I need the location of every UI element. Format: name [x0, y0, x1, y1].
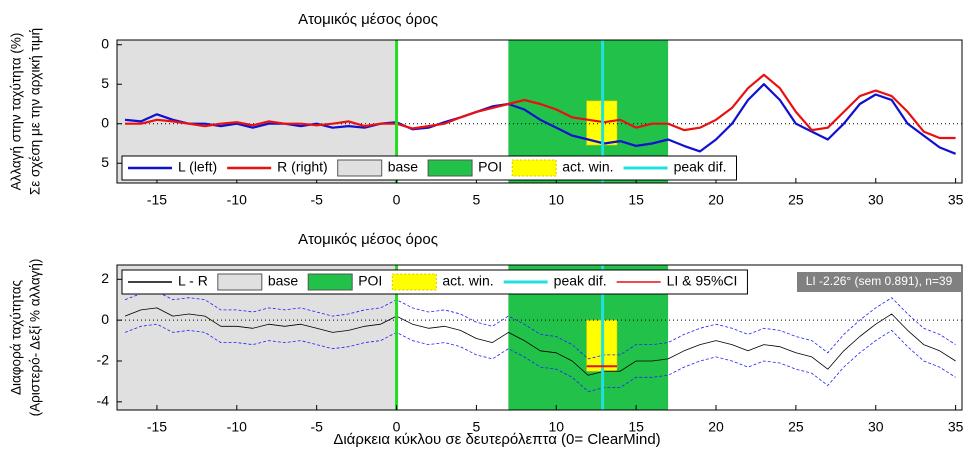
x-tick-label: 30 — [868, 192, 884, 208]
x-tick-label: 25 — [788, 192, 804, 208]
legend: L (left) R (right) base POI act. win. peak di… — [121, 155, 737, 181]
y-tick-label: -2 — [97, 352, 110, 368]
y-tick-label: 0 — [101, 114, 109, 130]
series-line — [124, 83, 957, 155]
y-tick-label: 5 — [101, 154, 109, 170]
chart-title: Ατομικός μέσος όρος — [298, 11, 438, 28]
x-tick-label: -15 — [147, 419, 167, 435]
legend-swatch — [511, 159, 557, 177]
x-tick-label: 20 — [708, 419, 724, 435]
chart-title: Ατομικός μέσος όρος — [298, 231, 438, 248]
y-axis-label: Αλλαγή στην ταχύτητα (%) — [9, 33, 24, 191]
x-tick-label: 10 — [548, 192, 564, 208]
legend-label: peak dif. — [674, 159, 727, 175]
x-tick-label: 35 — [948, 419, 964, 435]
x-tick-label: 5 — [473, 192, 481, 208]
x-tick-label: 15 — [628, 192, 644, 208]
legend-label: base — [268, 273, 299, 289]
legend-swatch — [391, 273, 437, 291]
legend-label: R (right) — [277, 159, 328, 175]
legend-label: LI & 95%CI — [667, 273, 738, 289]
plot-frame — [116, 264, 963, 411]
x-tick-label: 35 — [948, 192, 964, 208]
legend: L - R base POI act. win. peak dif. LI & 95%CI — [121, 269, 748, 295]
x-tick-label: 10 — [548, 419, 564, 435]
plot-frame — [116, 39, 963, 184]
annotation-box — [797, 272, 961, 292]
legend-label: act. win. — [442, 273, 493, 289]
y-tick-label: 5 — [101, 75, 109, 91]
legend-swatch — [217, 273, 263, 291]
legend-swatch — [427, 159, 473, 177]
y-axis-label: (Αριστερό- Δεξί % αλλαγή) — [28, 259, 43, 417]
legend-label: POI — [358, 273, 382, 289]
series-line — [125, 73, 956, 140]
legend-label: act. win. — [562, 159, 613, 175]
x-tick-label: -15 — [147, 192, 167, 208]
ci-lower — [124, 323, 956, 393]
legend-label: L - R — [178, 273, 208, 289]
x-tick-label: 30 — [868, 419, 884, 435]
y-tick-label: 2 — [101, 270, 109, 286]
ci-upper — [124, 291, 956, 360]
x-axis-label: Διάρκεια κύκλου σε δευτερόλεπτα (0= Clea… — [333, 431, 660, 448]
x-tick-label: 25 — [788, 419, 804, 435]
x-tick-label: 20 — [708, 192, 724, 208]
x-tick-label: 0 — [393, 419, 401, 435]
x-tick-label: 5 — [473, 419, 481, 435]
y-tick-label: 0 — [101, 35, 109, 51]
x-tick-label: -5 — [310, 419, 323, 435]
y-tick-label: 0 — [101, 311, 109, 327]
x-tick-label: 15 — [628, 419, 644, 435]
y-tick-label: -4 — [97, 393, 110, 409]
series-line — [124, 307, 956, 376]
y-axis-label: Διαφορά ταχύτητας — [9, 279, 24, 395]
x-tick-label: -10 — [227, 192, 247, 208]
x-tick-label: -5 — [310, 192, 323, 208]
y-axis-label: Σε σχέση με την αρχική τιμή — [28, 28, 43, 195]
legend-label: peak dif. — [554, 273, 607, 289]
x-tick-label: -10 — [227, 419, 247, 435]
legend-label: POI — [478, 159, 502, 175]
legend-label: base — [388, 159, 419, 175]
legend-swatch — [307, 273, 353, 291]
x-tick-label: 0 — [393, 192, 401, 208]
legend-swatch — [337, 159, 383, 177]
legend-label: L (left) — [178, 159, 217, 175]
annotation: LI -2.26° (sem 0.891), n=39 — [806, 274, 953, 288]
